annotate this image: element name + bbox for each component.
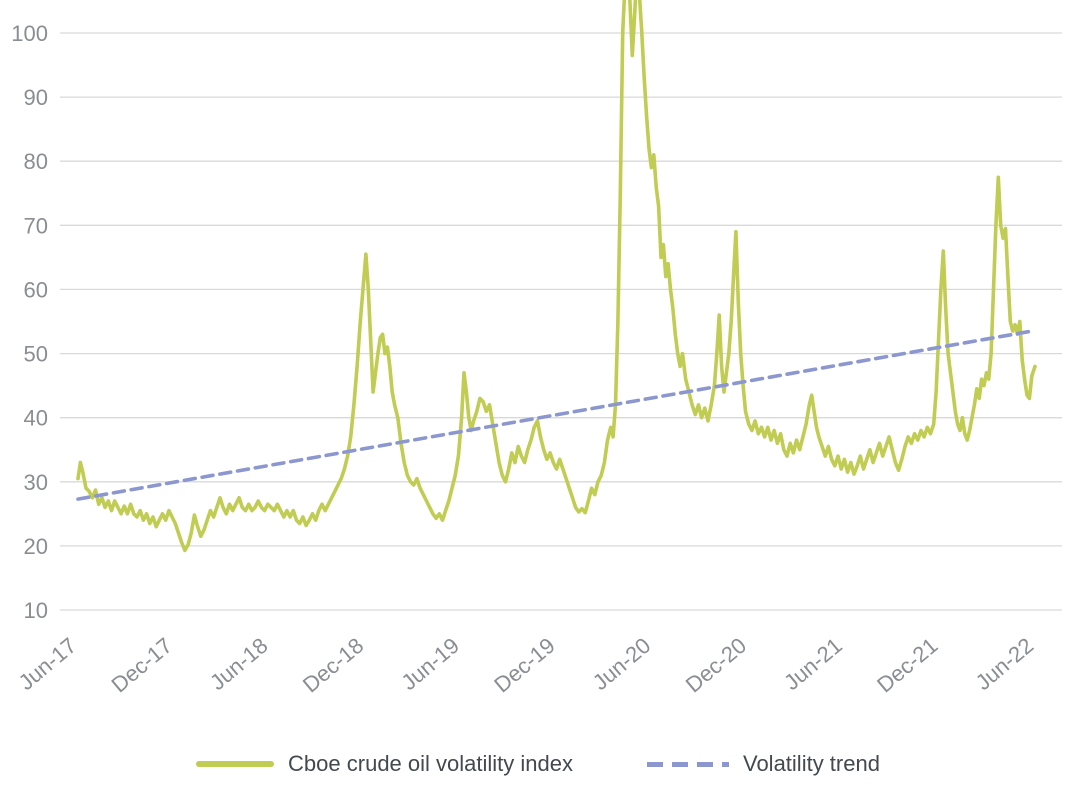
x-axis-label-Jun-17: Jun-17 xyxy=(14,633,82,695)
x-axis-label-Dec-20: Dec-20 xyxy=(681,633,751,698)
volatility-trend-line-swatch xyxy=(646,761,729,767)
y-axis-label-20: 20 xyxy=(24,534,48,559)
volatility-index-line-swatch xyxy=(196,761,275,767)
x-axis-label-Jun-18: Jun-18 xyxy=(205,633,273,695)
legend-label-volatility-trend: Volatility trend xyxy=(742,751,880,776)
x-axis-label-Dec-19: Dec-19 xyxy=(489,633,559,698)
volatility-index-line xyxy=(76,0,1037,553)
y-axis-label-50: 50 xyxy=(24,342,48,367)
x-axis-label-Jun-22: Jun-22 xyxy=(971,633,1039,695)
y-axis-label-100: 100 xyxy=(11,21,48,46)
y-axis-label-60: 60 xyxy=(24,277,48,302)
legend-label-volatility-index: Cboe crude oil volatility index xyxy=(288,751,573,776)
legend-item-volatility-index: Cboe crude oil volatility index xyxy=(196,751,573,777)
y-axis-label-90: 90 xyxy=(24,85,48,110)
x-axis-label-Dec-17: Dec-17 xyxy=(107,633,177,698)
y-axis-label-10: 10 xyxy=(24,598,48,623)
legend-item-volatility-trend: Volatility trend xyxy=(646,751,880,777)
volatility-trend-line xyxy=(76,328,1037,501)
x-axis-label-Jun-19: Jun-19 xyxy=(396,633,464,695)
y-axis-label-70: 70 xyxy=(24,213,48,238)
x-axis-label-Dec-18: Dec-18 xyxy=(298,633,368,698)
x-axis-label-Dec-21: Dec-21 xyxy=(872,633,942,698)
y-axis-label-40: 40 xyxy=(24,406,48,431)
chart-svg: 10 20 30 40 50 60 70 80 90 100 Jun-17 Dec-17 Jun-18 D… xyxy=(11,0,1062,698)
chart-legend: Cboe crude oil volatility index Volatili… xyxy=(0,751,1076,777)
x-axis-label-Jun-20: Jun-20 xyxy=(588,633,656,695)
x-axis-label-Jun-21: Jun-21 xyxy=(779,633,847,695)
y-axis-label-30: 30 xyxy=(24,470,48,495)
y-axis-label-80: 80 xyxy=(24,149,48,174)
